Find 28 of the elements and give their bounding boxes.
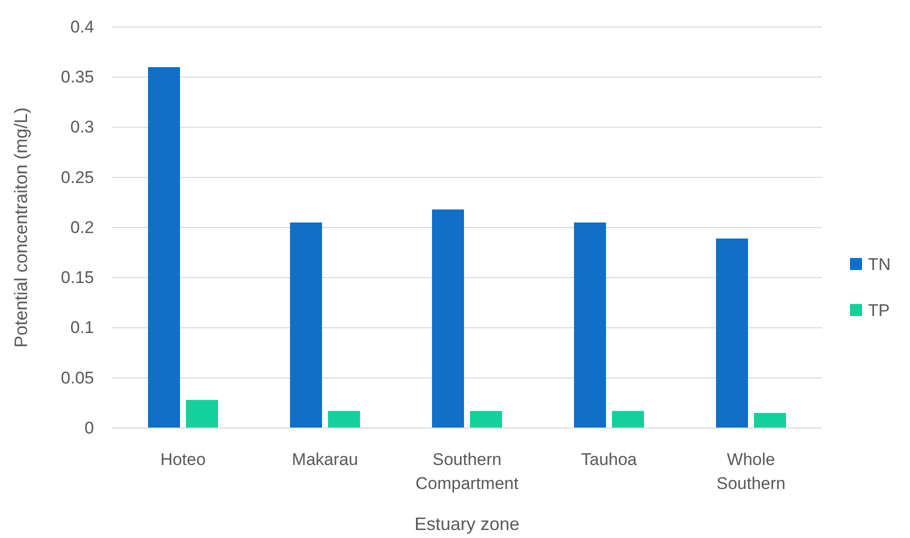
y-tick-label: 0.35 (60, 68, 94, 87)
y-tick-label: 0.15 (60, 268, 94, 288)
x-axis-title: Estuary zone (414, 514, 520, 534)
bar (290, 222, 322, 428)
y-tick-label: 0.4 (70, 17, 94, 36)
y-tick-label: 0 (84, 418, 94, 438)
y-tick-label: 0.2 (70, 218, 94, 237)
bar (432, 209, 464, 428)
y-tick-label: 0.05 (60, 368, 94, 388)
legend-label: TP (868, 301, 890, 320)
x-tick-label: Makarau (292, 450, 358, 469)
x-tick-label: Southern Compartment (416, 450, 519, 493)
bar (612, 410, 644, 428)
bar (470, 410, 502, 428)
y-tick-label: 0.25 (60, 168, 94, 187)
bar (186, 400, 218, 428)
bar (754, 412, 786, 428)
legend-label: TN (868, 255, 891, 274)
x-tick-label: Tauhoa (581, 450, 638, 469)
y-axis-title: Potential concentraiton (mg/L) (11, 107, 31, 348)
x-tick-label: Whole Southern (716, 450, 786, 493)
bar (574, 222, 606, 428)
bar (716, 238, 748, 428)
y-tick-label: 0.3 (70, 118, 94, 137)
bar (328, 410, 360, 428)
y-tick-label: 0.1 (70, 318, 94, 338)
bar (148, 67, 180, 428)
x-tick-label: Hoteo (160, 450, 206, 469)
